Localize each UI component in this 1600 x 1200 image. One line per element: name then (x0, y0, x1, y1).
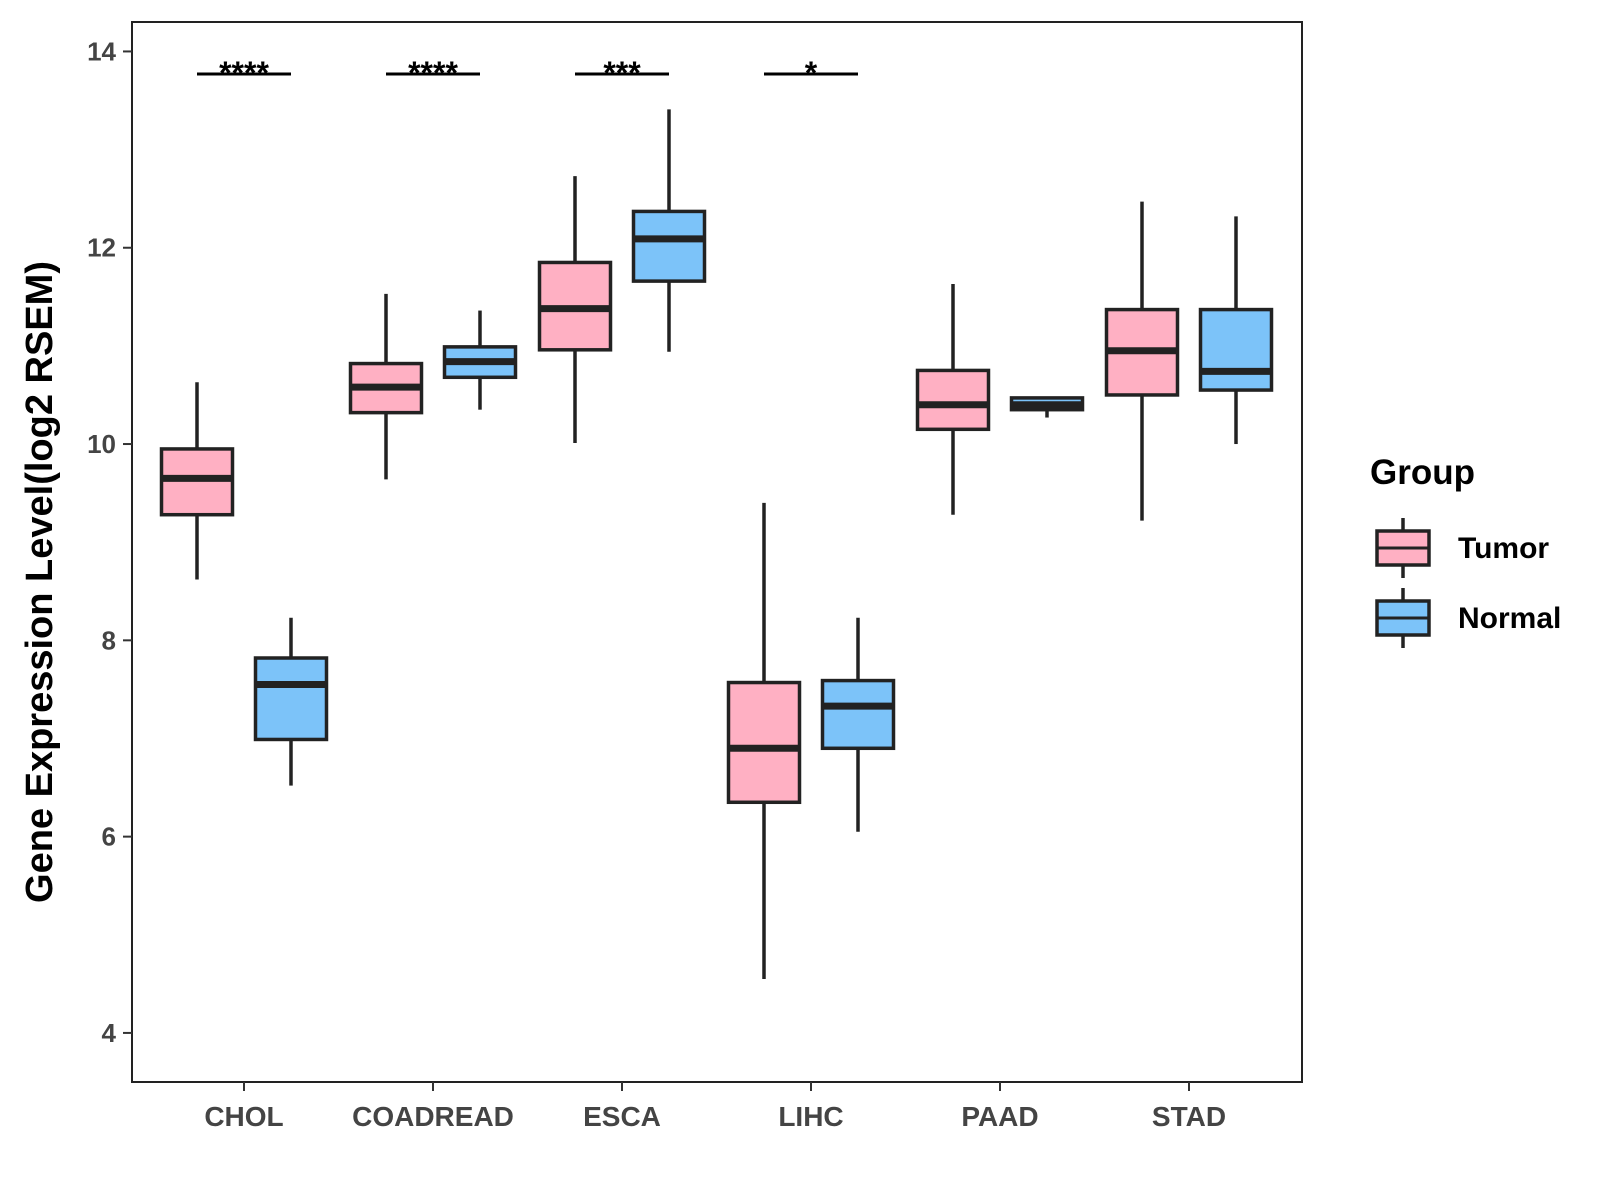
y-axis-title: Gene Expression Level(log2 RSEM) (19, 261, 61, 903)
box-body (1198, 307, 1274, 392)
box-tumor-chol (159, 382, 235, 580)
plot-area (131, 21, 1303, 1083)
legend-label: Normal (1458, 602, 1561, 635)
y-tick-label: 12 (87, 233, 116, 263)
box-normal-esca (631, 109, 707, 352)
box-tumor-lihc (726, 502, 802, 979)
box-tumor-esca (537, 176, 613, 444)
y-tick-label: 10 (87, 429, 116, 459)
significance-annotations: **** **** *** * (197, 55, 858, 91)
box-normal-paad (1009, 396, 1085, 418)
x-tick-label: COADREAD (352, 1101, 514, 1132)
boxes (159, 109, 1274, 979)
y-tick-label: 14 (87, 36, 116, 66)
legend-item-tumor: Tumor (1375, 518, 1549, 578)
box-body (915, 368, 991, 432)
significance-label: *** (603, 55, 641, 91)
box-normal-stad (1198, 216, 1274, 445)
y-axis: 4 6 8 10 12 14 (87, 36, 132, 1048)
x-tick-label: STAD (1152, 1101, 1226, 1132)
legend-label: Tumor (1458, 532, 1549, 565)
legend-title: Group (1370, 453, 1475, 492)
significance-label: **** (219, 55, 269, 91)
box-body (820, 678, 896, 751)
legend: Group Tumor Normal (1370, 453, 1561, 648)
box-body (726, 680, 802, 805)
y-tick-label: 6 (102, 822, 116, 852)
box-body (253, 656, 329, 742)
box-tumor-stad (1104, 201, 1180, 521)
x-tick-label: CHOL (204, 1101, 283, 1132)
significance-label: * (805, 55, 818, 91)
y-tick-label: 4 (102, 1018, 117, 1048)
x-tick-label: PAAD (961, 1101, 1038, 1132)
legend-item-normal: Normal (1375, 588, 1561, 648)
box-normal-coadread (442, 310, 518, 410)
x-tick-label: LIHC (778, 1101, 843, 1132)
box-tumor-coadread (348, 293, 424, 480)
significance-label: **** (408, 55, 458, 91)
box-normal-lihc (820, 617, 896, 832)
x-tick-label: ESCA (583, 1101, 661, 1132)
panel-border (131, 21, 1303, 1083)
box-normal-chol (253, 617, 329, 786)
box-body (631, 209, 707, 283)
box-tumor-paad (915, 284, 991, 515)
x-axis: CHOL COADREAD ESCA LIHC PAAD STAD (204, 1082, 1226, 1132)
y-tick-label: 8 (102, 625, 116, 655)
